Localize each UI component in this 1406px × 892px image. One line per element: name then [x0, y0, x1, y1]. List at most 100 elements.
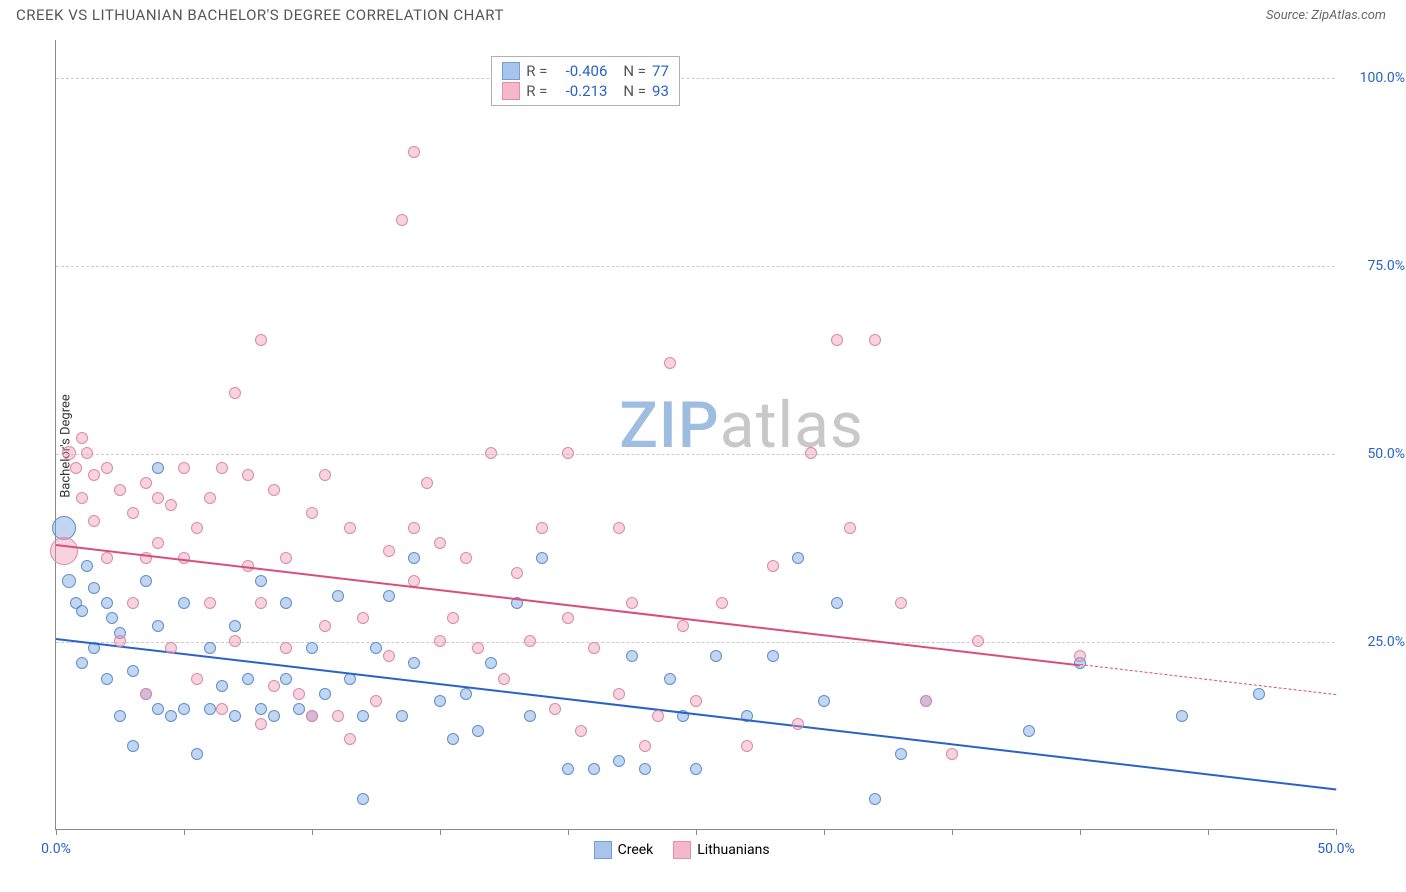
scatter-point — [710, 650, 722, 662]
scatter-point — [562, 763, 574, 775]
scatter-point — [81, 447, 93, 459]
scatter-point — [677, 620, 689, 632]
scatter-point — [280, 642, 292, 654]
scatter-point — [114, 635, 126, 647]
scatter-point — [421, 477, 433, 489]
scatter-point — [88, 515, 100, 527]
scatter-point — [511, 567, 523, 579]
x-tick — [952, 829, 953, 835]
scatter-point — [62, 446, 76, 460]
scatter-point — [639, 763, 651, 775]
scatter-point — [792, 718, 804, 730]
x-tick — [312, 829, 313, 835]
chart-title: CREEK VS LITHUANIAN BACHELOR'S DEGREE CO… — [16, 6, 504, 24]
scatter-point — [306, 710, 318, 722]
scatter-point — [152, 620, 164, 632]
scatter-point — [127, 597, 139, 609]
scatter-point — [524, 710, 536, 722]
scatter-point — [690, 763, 702, 775]
scatter-point — [498, 673, 510, 685]
scatter-point — [216, 703, 228, 715]
scatter-point — [613, 688, 625, 700]
scatter-point — [127, 740, 139, 752]
scatter-point — [664, 357, 676, 369]
x-tick — [56, 829, 57, 835]
x-tick — [440, 829, 441, 835]
n-value: 93 — [652, 82, 669, 100]
source-label: Source: ZipAtlas.com — [1266, 8, 1386, 23]
scatter-point — [370, 642, 382, 654]
x-tick — [1080, 829, 1081, 835]
scatter-point — [229, 710, 241, 722]
scatter-point — [447, 612, 459, 624]
scatter-point — [639, 740, 651, 752]
gridline — [56, 266, 1335, 267]
n-label: N = — [623, 62, 646, 80]
scatter-point — [831, 597, 843, 609]
legend-stats-row: R =-0.406N =77 — [502, 61, 669, 81]
scatter-point — [204, 642, 216, 654]
scatter-point — [191, 748, 203, 760]
scatter-point — [472, 642, 484, 654]
scatter-point — [101, 673, 113, 685]
gridline — [56, 642, 1335, 643]
x-tick — [568, 829, 569, 835]
scatter-point — [114, 484, 126, 496]
scatter-point — [1074, 650, 1086, 662]
x-tick-label: 50.0% — [1317, 841, 1355, 857]
scatter-point — [652, 710, 664, 722]
x-tick — [696, 829, 697, 835]
scatter-point — [460, 688, 472, 700]
scatter-point — [664, 673, 676, 685]
scatter-point — [178, 462, 190, 474]
r-value: -0.213 — [553, 82, 607, 100]
scatter-point — [434, 695, 446, 707]
scatter-point — [895, 748, 907, 760]
legend-item: Creek — [594, 841, 654, 859]
watermark-light: atlas — [720, 388, 864, 463]
scatter-point — [588, 763, 600, 775]
legend-swatch — [594, 841, 612, 859]
scatter-point — [562, 612, 574, 624]
scatter-point — [344, 733, 356, 745]
scatter-point — [332, 590, 344, 602]
scatter-point — [613, 755, 625, 767]
scatter-point — [255, 703, 267, 715]
scatter-point — [204, 597, 216, 609]
legend-bottom: Creek Lithuanians — [594, 841, 770, 859]
scatter-point — [1176, 710, 1188, 722]
scatter-point — [140, 688, 152, 700]
scatter-point — [319, 688, 331, 700]
scatter-point — [588, 642, 600, 654]
scatter-point — [869, 334, 881, 346]
gridline — [56, 454, 1335, 455]
scatter-point — [357, 793, 369, 805]
scatter-point — [357, 612, 369, 624]
scatter-point — [549, 703, 561, 715]
scatter-point — [293, 688, 305, 700]
watermark-bold: ZIP — [619, 388, 720, 463]
chart-container: CREEK VS LITHUANIAN BACHELOR'S DEGREE CO… — [0, 0, 1406, 892]
scatter-point — [805, 447, 817, 459]
n-label: N = — [623, 82, 646, 100]
scatter-point — [101, 552, 113, 564]
scatter-point — [396, 710, 408, 722]
scatter-point — [408, 657, 420, 669]
r-value: -0.406 — [553, 62, 607, 80]
scatter-point — [485, 447, 497, 459]
legend-item: Lithuanians — [673, 841, 769, 859]
scatter-point — [165, 710, 177, 722]
scatter-point — [255, 718, 267, 730]
scatter-point — [242, 469, 254, 481]
scatter-point — [165, 499, 177, 511]
scatter-point — [383, 545, 395, 557]
x-tick-label: 0.0% — [41, 841, 71, 857]
scatter-point — [216, 462, 228, 474]
scatter-point — [690, 695, 702, 707]
scatter-point — [255, 597, 267, 609]
scatter-point — [152, 462, 164, 474]
scatter-point — [536, 522, 548, 534]
scatter-point — [242, 673, 254, 685]
scatter-point — [268, 680, 280, 692]
gridline — [56, 78, 1335, 79]
